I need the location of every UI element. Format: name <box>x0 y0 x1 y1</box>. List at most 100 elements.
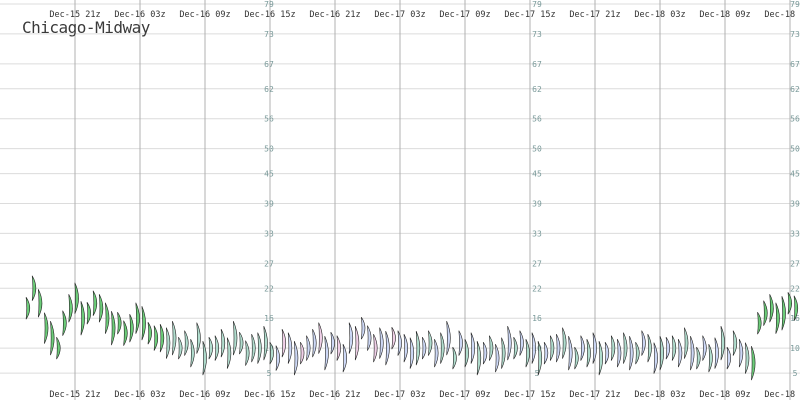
x-tick-label-top: Dec-16 15z <box>244 10 295 20</box>
plume-glyph <box>111 311 116 346</box>
plume-glyph <box>147 321 152 345</box>
y-tick-label: 5 <box>535 369 540 378</box>
plume-glyph <box>629 335 634 371</box>
plume-glyph <box>671 335 677 361</box>
x-tick-label-top: Dec-17 21z <box>569 10 620 20</box>
plume-glyph <box>617 338 622 368</box>
plume-glyph <box>421 336 427 360</box>
plume-glyph <box>123 320 128 346</box>
plume-glyph <box>397 330 402 356</box>
plume-glyph <box>391 326 396 350</box>
y-tick-label: 33 <box>264 229 274 238</box>
plume-glyph <box>781 296 786 331</box>
plume-glyph <box>233 321 238 356</box>
plume-glyph <box>312 328 317 358</box>
y-tick-label: 50 <box>264 145 274 154</box>
y-tick-label: 79 <box>264 0 274 9</box>
x-tick-label-top: Dec-15 21z <box>49 10 100 20</box>
plume-glyph <box>598 340 604 376</box>
plume-glyph <box>604 341 610 365</box>
plume-glyph <box>281 328 287 358</box>
plume-glyph <box>44 312 49 344</box>
y-tick-label: 79 <box>790 0 800 9</box>
y-tick-label: 33 <box>532 229 542 238</box>
plume-glyph <box>696 346 701 370</box>
plume-glyph <box>178 336 183 360</box>
x-tick-label-top: Dec-18 15z <box>764 10 800 20</box>
plume-glyph <box>208 336 213 360</box>
plume-glyph <box>269 341 274 365</box>
y-tick-label: 50 <box>532 145 542 154</box>
plume-glyph <box>214 335 220 361</box>
plume-glyph <box>720 326 725 361</box>
plume-glyph <box>379 327 384 359</box>
plume-glyph <box>763 300 768 326</box>
x-tick-label-bottom: Dec-18 09z <box>699 390 750 400</box>
plume-glyph <box>190 338 195 368</box>
plume-glyph <box>586 338 591 368</box>
y-tick-label: 45 <box>264 170 274 179</box>
y-tick-label: 79 <box>532 0 542 9</box>
x-tick-label-top: Dec-16 21z <box>309 10 360 20</box>
x-tick-label-bottom: Dec-16 03z <box>114 390 165 400</box>
plume-glyph <box>251 333 256 363</box>
plume-glyph <box>50 321 55 356</box>
plume-glyph <box>220 328 226 358</box>
plume-glyph <box>239 331 244 355</box>
plume-glyph <box>543 341 549 365</box>
plume-glyph <box>684 327 689 359</box>
x-tick-label-bottom: Dec-16 09z <box>179 390 230 400</box>
plume-glyph <box>507 326 512 361</box>
y-tick-label: 73 <box>532 30 542 39</box>
plume-glyph <box>306 335 311 361</box>
plume-glyph <box>623 332 628 364</box>
plume-glyph <box>574 346 579 370</box>
plume-glyph <box>226 337 232 369</box>
plume-glyph <box>745 342 750 374</box>
plume-glyph <box>385 331 390 366</box>
plume-glyph <box>635 341 640 365</box>
plume-glyph <box>129 314 134 343</box>
y-tick-label: 22 <box>264 284 274 293</box>
y-tick-label: 5 <box>793 369 798 378</box>
x-tick-label-bottom: Dec-18 03z <box>634 390 685 400</box>
plume-glyph <box>562 327 567 359</box>
plume-glyph <box>519 330 524 356</box>
plume-glyph <box>434 338 439 368</box>
y-tick-label: 10 <box>790 344 800 353</box>
plume-glyph <box>592 332 597 364</box>
plume-glyph <box>714 337 719 369</box>
plume-glyph <box>464 338 469 368</box>
x-tick-label-top: Dec-17 09z <box>439 10 490 20</box>
plume-glyph <box>793 295 799 321</box>
plume-glyph <box>531 332 536 364</box>
x-tick-label-top: Dec-16 09z <box>179 10 230 20</box>
plume-glyph <box>159 324 165 353</box>
plume-glyph <box>263 326 268 361</box>
plume-glyph <box>336 335 341 361</box>
x-tick-label-bottom: Dec-18 15z <box>764 390 800 400</box>
x-tick-label-top: Dec-17 03z <box>374 10 425 20</box>
plume-glyph <box>525 338 530 368</box>
plume-glyph <box>56 336 61 360</box>
plume-glyph <box>659 335 664 371</box>
plume-glyph <box>415 331 421 366</box>
x-tick-label-top: Dec-16 03z <box>114 10 165 20</box>
x-tick-label-bottom: Dec-15 21z <box>49 390 100 400</box>
y-tick-label: 10 <box>264 344 274 353</box>
plume-glyph <box>31 275 37 301</box>
x-tick-label-bottom: Dec-16 21z <box>309 390 360 400</box>
y-tick-label: 16 <box>264 314 274 323</box>
plume-glyph <box>135 302 140 334</box>
plume-glyph <box>257 332 262 364</box>
plume-glyph <box>196 322 201 354</box>
plume-glyph <box>647 333 652 363</box>
plume-glyph <box>86 302 92 325</box>
plume-glyph <box>80 301 85 336</box>
plume-glyph <box>501 337 506 369</box>
plume-glyph <box>446 321 451 356</box>
plume-glyph <box>489 335 494 361</box>
x-tick-label-bottom: Dec-17 09z <box>439 390 490 400</box>
plume-glyph <box>641 330 646 356</box>
